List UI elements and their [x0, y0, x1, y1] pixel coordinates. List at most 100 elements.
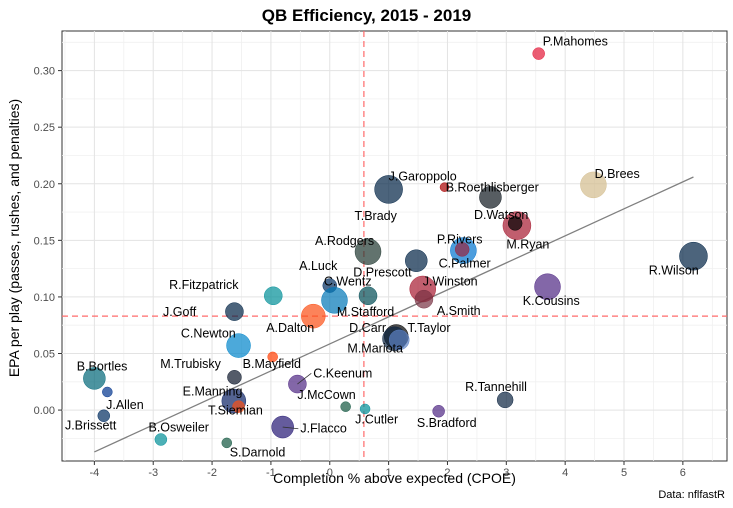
label-t-brady: T.Brady: [354, 209, 397, 223]
label-p-rivers: P.Rivers: [437, 233, 483, 247]
x-tick-label: -3: [148, 467, 158, 479]
point-t-brady: [374, 175, 403, 204]
trend-line-group: [94, 176, 694, 453]
label-j-allen: J.Allen: [106, 398, 144, 412]
x-tick-label: -1: [266, 467, 276, 479]
point-r-wilson: [679, 241, 708, 271]
point-j-garoppolo: [439, 182, 450, 192]
point-t-siemian: [232, 400, 245, 413]
point-m-ryan: [507, 216, 523, 231]
y-tick-label: 0.00: [34, 405, 55, 417]
point-s-darnold: [221, 437, 233, 449]
x-tick-label: 0: [327, 467, 333, 479]
data-source-caption: Data: nflfastR: [658, 489, 725, 501]
point-m-stafford: [321, 287, 348, 314]
point-b-roethlisberger: [479, 186, 502, 209]
point-b-mayfield: [267, 351, 278, 363]
y-tick-label: 0.15: [34, 235, 55, 247]
label-b-osweiler: B.Osweiler: [149, 421, 209, 435]
label-m-ryan: M.Ryan: [506, 237, 549, 251]
label-c-palmer: C.Palmer: [439, 257, 491, 271]
y-tick-label: 0.20: [34, 179, 55, 191]
label-a-smith: A.Smith: [437, 304, 481, 318]
label-m-stafford: M.Stafford: [337, 305, 394, 319]
label-m-trubisky: M.Trubisky: [160, 357, 221, 371]
label-c-newton: C.Newton: [181, 327, 236, 341]
label-a-rodgers: A.Rodgers: [315, 234, 374, 248]
label-e-manning: E.Manning: [183, 384, 243, 398]
x-axis-ticks: -4 -3 -2 -1 0 1 2 3 4 5 6: [89, 461, 686, 479]
point-a-rodgers: [354, 238, 382, 265]
minor-grid: [62, 31, 727, 461]
point-m-trubisky: [227, 370, 242, 385]
label-d-brees: D.Brees: [595, 167, 640, 181]
label-d-carr: D.Carr: [349, 321, 386, 335]
label-a-dalton: A.Dalton: [266, 321, 314, 335]
point-p-mahomes: [532, 47, 545, 60]
point-k-cousins: [534, 273, 561, 300]
point-r-tannehill: [496, 391, 514, 409]
label-j-garoppolo: J.Garoppolo: [389, 169, 457, 183]
label-s-bradford: S.Bradford: [417, 416, 477, 430]
x-tick-label: 5: [621, 467, 627, 479]
point-b-osweiler: [154, 433, 168, 446]
major-grid: [62, 31, 727, 461]
x-tick-label: 4: [562, 467, 568, 479]
label-r-tannehill: R.Tannehill: [465, 380, 527, 394]
label-j-mccown: J.McCown: [297, 388, 355, 402]
label-connector-j-flacco: [282, 426, 299, 430]
point-a-smith: [414, 289, 434, 309]
label-j-winston: J.Winston: [423, 275, 478, 289]
point-r-fitzpatrick: [264, 286, 283, 306]
point-j-cutler: [359, 403, 371, 415]
point-b-bortles: [83, 367, 106, 390]
point-c-palmer: [454, 242, 470, 257]
point-d-prescott: [405, 249, 428, 272]
point-c-newton: [226, 333, 251, 358]
label-c-wentz: C.Wentz: [324, 275, 372, 289]
trend-line: [94, 176, 694, 453]
label-p-mahomes: P.Mahomes: [543, 35, 608, 49]
label-a-luck: A.Luck: [299, 259, 338, 273]
label-k-cousins: K.Cousins: [523, 294, 580, 308]
label-t-siemian: T.Siemian: [208, 404, 263, 418]
point-j-goff: [225, 302, 244, 321]
label-r-fitzpatrick: R.Fitzpatrick: [169, 278, 239, 292]
y-tick-label: 0.05: [34, 349, 55, 361]
label-j-flacco: J.Flacco: [300, 422, 347, 436]
x-tick-label: 3: [503, 467, 509, 479]
label-m-mariota: M.Mariota: [347, 341, 403, 355]
y-tick-label: 0.30: [34, 66, 55, 78]
x-tick-label: 2: [444, 467, 450, 479]
label-j-cutler: J.Cutler: [355, 413, 398, 427]
point-j-allen: [102, 386, 113, 398]
y-tick-label: 0.25: [34, 122, 55, 134]
point-t-taylor: [388, 329, 410, 351]
label-d-prescott: D.Prescott: [353, 266, 412, 280]
plot-panel: [61, 30, 728, 462]
point-a-dalton: [301, 303, 326, 329]
label-b-mayfield: B.Mayfield: [243, 357, 301, 371]
x-tick-label: -2: [207, 467, 217, 479]
point-labels: P.Mahomes D.Brees J.Garoppolo T.Brady B.Roet…: [65, 35, 699, 460]
point-j-brissett: [97, 409, 111, 422]
point-s-bradford: [432, 404, 445, 418]
label-b-bortles: B.Bortles: [77, 359, 128, 373]
label-s-darnold: S.Darnold: [230, 445, 286, 459]
label-d-watson: D.Watson: [474, 208, 528, 222]
label-b-roethlisberger: B.Roethlisberger: [446, 181, 539, 195]
y-axis-ticks: 0.00 0.05 0.10 0.15 0.20 0.25 0.30: [34, 66, 62, 417]
y-tick-label: 0.10: [34, 292, 55, 304]
point-c-wentz: [358, 286, 378, 306]
point-d-brees: [580, 171, 607, 199]
label-c-keenum: C.Keenum: [313, 366, 372, 380]
x-tick-label: 6: [680, 467, 686, 479]
x-tick-label: 1: [386, 467, 392, 479]
label-connector-c-keenum: [297, 372, 312, 385]
x-axis-label: Completion % above expected (CPOE): [273, 470, 516, 486]
label-r-wilson: R.Wilson: [649, 263, 699, 277]
label-j-brissett: J.Brissett: [65, 418, 117, 432]
x-tick-label: -4: [89, 467, 99, 479]
